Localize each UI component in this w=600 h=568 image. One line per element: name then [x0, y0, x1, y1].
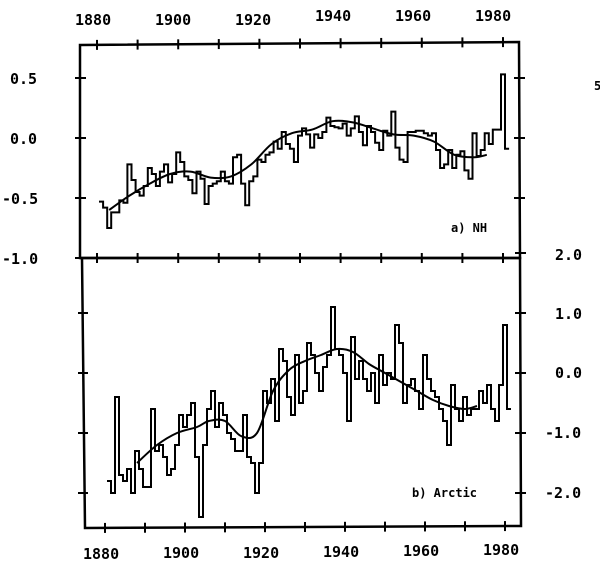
bottom-x-axis-labels: 1880 1900 1920 1940 1960 1980: [83, 541, 519, 563]
bottom-x-label: 1980: [483, 541, 519, 559]
right-y-label: 2.0: [555, 246, 582, 264]
top-x-label: 1900: [155, 11, 191, 29]
left-y-label: -1.0: [2, 250, 38, 268]
panel-b-label: b) Arctic: [412, 486, 477, 500]
left-y-label: 0.5: [10, 70, 37, 88]
panel-b-annual-step-series: [107, 306, 511, 518]
bottom-x-label: 1940: [323, 543, 359, 561]
axis-ticks: [75, 37, 526, 533]
bottom-x-label: 1960: [403, 542, 439, 560]
left-y-label: -0.5: [2, 190, 38, 208]
top-x-label: 1960: [395, 7, 431, 25]
panel-a-plot: [99, 73, 510, 229]
frame: [78, 40, 523, 530]
top-x-label: 1880: [75, 11, 111, 29]
top-x-label: 1940: [315, 7, 351, 25]
top-x-axis-labels: 1880 1900 1920 1940 1960 1980: [75, 7, 511, 29]
panel-b-frame: [80, 256, 523, 530]
clipped-edge-glyph: 5: [594, 79, 600, 93]
left-y-label: 0.0: [10, 130, 37, 148]
panel-a-label: a) NH: [451, 221, 487, 235]
bottom-x-label: 1880: [83, 545, 119, 563]
bottom-x-label: 1900: [163, 544, 199, 562]
panel-b-smoothed-curve: [136, 347, 478, 464]
top-x-label: 1920: [235, 11, 271, 29]
right-y-label: -1.0: [545, 424, 581, 442]
right-y-axis-labels: 2.0 1.0 0.0 -1.0 -2.0: [545, 246, 582, 502]
left-y-axis-labels: 0.5 0.0 -0.5 -1.0: [2, 70, 38, 268]
right-y-label: 1.0: [555, 305, 582, 323]
bottom-x-label: 1920: [243, 544, 279, 562]
top-x-label: 1980: [475, 7, 511, 25]
right-y-label: 0.0: [555, 364, 582, 382]
right-y-label: -2.0: [545, 484, 581, 502]
panel-a-smoothed-curve: [108, 119, 488, 211]
panel-b-plot: [107, 306, 511, 518]
